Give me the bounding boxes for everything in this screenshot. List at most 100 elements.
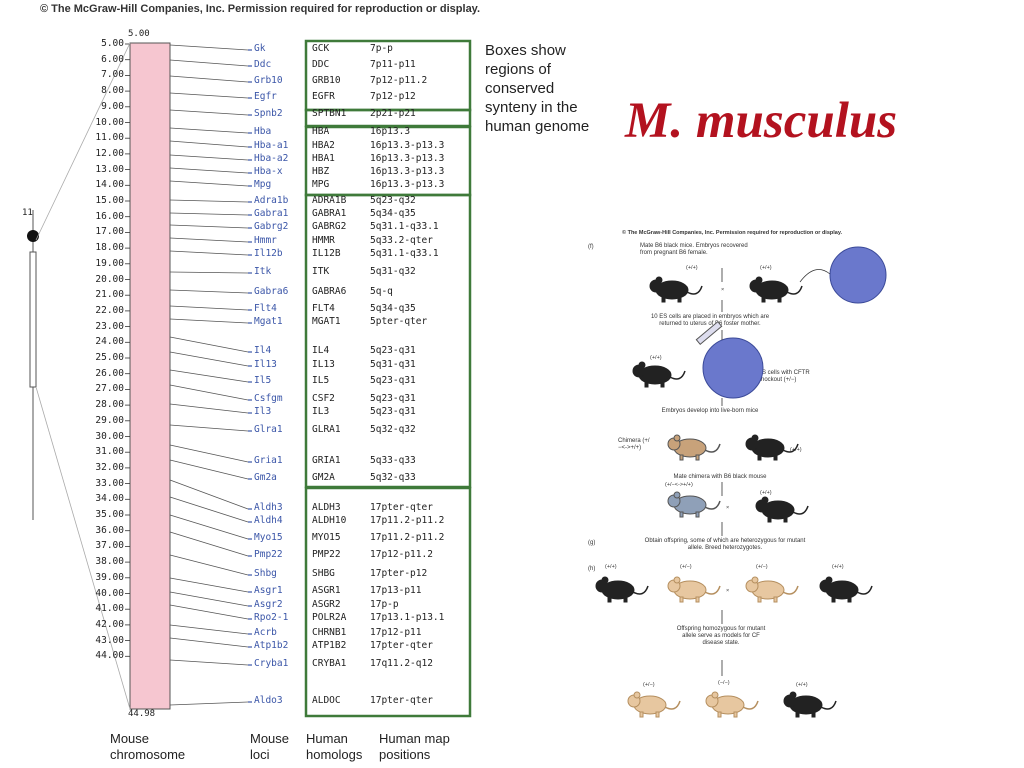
species-title: M. musculus [625,93,898,149]
human-map-position: 5q33.2-qter [370,235,433,246]
human-map-position: 7p12-p11.2 [370,75,428,86]
mouse-offspring-3 [745,576,799,603]
human-map-position: 5q31-q32 [370,266,416,277]
panel-copyright: © The McGraw-Hill Companies, Inc. Permis… [622,230,843,236]
scale-label: 40.00 [95,587,124,599]
human-map-position: 5q23-q31 [370,393,416,404]
locus-connector [169,167,249,174]
scale-label: 22.00 [95,304,124,316]
scale-label: 26.00 [95,367,124,379]
mouse-locus: Asgr1 [254,585,283,596]
human-homolog: DDC [312,59,330,70]
locus-connector [169,75,249,83]
human-map-position: 16p13.3-p13.3 [370,179,445,190]
mouse-offspring-1 [595,576,649,603]
mouse-black-1 [649,276,703,303]
human-homolog: GM2A [312,472,335,483]
mouse-locus: Pmp22 [254,549,283,560]
mouse-locus: Hba [254,126,272,137]
human-homolog: CSF2 [312,393,335,404]
human-map-position: 5q33-q33 [370,455,416,466]
mouse-locus: Atp1b2 [254,640,289,651]
scale-label: 5.00 [101,38,124,49]
locus-connector [169,424,249,432]
locus-connector [169,336,249,353]
genotype-label: (+/−) [680,564,692,570]
mouse-chromosome-label: Mouse chromosome [110,731,186,762]
scale-label: 27.00 [95,383,124,395]
scale-label: 11.00 [95,132,124,144]
mouse-locus: Il13 [254,359,277,370]
mouse-locus: Gabra1 [254,208,289,219]
locus-connector [169,250,249,256]
locus-connector [169,701,249,706]
locus-connector [169,459,249,480]
mouse-locus: Hmmr [254,235,277,246]
locus-connector [169,59,249,67]
locus-connector [169,577,249,593]
mouse-offspring-4 [819,576,873,603]
copyright-notice: © The McGraw-Hill Companies, Inc. Permis… [40,3,481,15]
mouse-locus: Asgr2 [254,599,283,610]
human-map-position: 17pter-p12 [370,568,428,579]
mouse-locus: Shbg [254,568,277,579]
scale-label: 32.00 [95,461,124,473]
human-homolog: ADRA1B [312,195,347,206]
human-map-position: 17p13.1-p13.1 [370,612,445,623]
scale-label: 38.00 [95,556,124,568]
human-homolog: GABRA6 [312,286,347,297]
cross-symbol: × [721,287,725,293]
scale-label: 17.00 [95,226,124,238]
human-homolog: ITK [312,266,330,277]
mouse-chromosome-bar [129,42,171,710]
scale-label: 8.00 [101,85,124,97]
human-homolog: EGFR [312,91,335,102]
scale-label: 43.00 [95,634,124,646]
mouse-locus: Gm2a [254,472,277,483]
locus-connector [169,591,249,607]
scale-label: 18.00 [95,242,124,254]
scale-label: 14.00 [95,179,124,191]
scale-label: 6.00 [101,53,124,65]
human-homolog: CRYBA1 [312,658,347,669]
locus-connector [169,224,249,229]
chromosome-bottom-value: 44.98 [128,709,156,719]
human-map-position: 5q34-q35 [370,303,416,314]
step-homozygous: Offspring homozygous for mutant allele s… [676,626,766,646]
locus-connector [169,384,249,401]
mouse-locus: Il5 [254,375,272,386]
synteny-caption: Boxes show regions of conserved synteny … [485,42,590,135]
mouse-foster [632,361,686,388]
human-homolog: MGAT1 [312,316,341,327]
mouse-locus: Hba-a1 [254,140,289,151]
scale-label: 35.00 [95,509,124,520]
chimera-label: Chimera (+/−<->+/+) [618,438,650,451]
scale-label: 28.00 [95,399,124,411]
human-homolog: HBA2 [312,140,335,151]
human-homolog: PMP22 [312,549,341,560]
locus-connector [169,444,249,463]
panel-letter-g: (g) [588,540,596,546]
locus-connector [169,624,249,635]
human-map-position: 17p13-p11 [370,585,422,596]
synteny-boxes [304,39,472,718]
locus-connector [169,403,249,414]
step-mate-chimera: Mate chimera with B6 black mouse [673,474,767,480]
mouse-locus: Itk [254,266,272,277]
mouse-locus: Spnb2 [254,108,283,119]
human-homolog: ASGR2 [312,599,341,610]
mouse-offspring-2 [667,576,721,603]
genotype-label: (+/+) [796,682,808,688]
human-homolog: GCK [312,43,330,54]
mouse-locus: Csfgm [254,393,283,404]
human-map-position: 5q23-q32 [370,195,416,206]
human-homolog: SPTBN1 [312,108,347,119]
scale-label: 25.00 [95,352,124,363]
human-homolog: HMMR [312,235,335,246]
chromosome-band [29,251,37,388]
cross-symbol: × [726,505,730,511]
mouse-locus: Il4 [254,345,272,356]
step-live-born: Embryos develop into live-born mice [661,408,759,414]
locus-connector [169,212,249,216]
